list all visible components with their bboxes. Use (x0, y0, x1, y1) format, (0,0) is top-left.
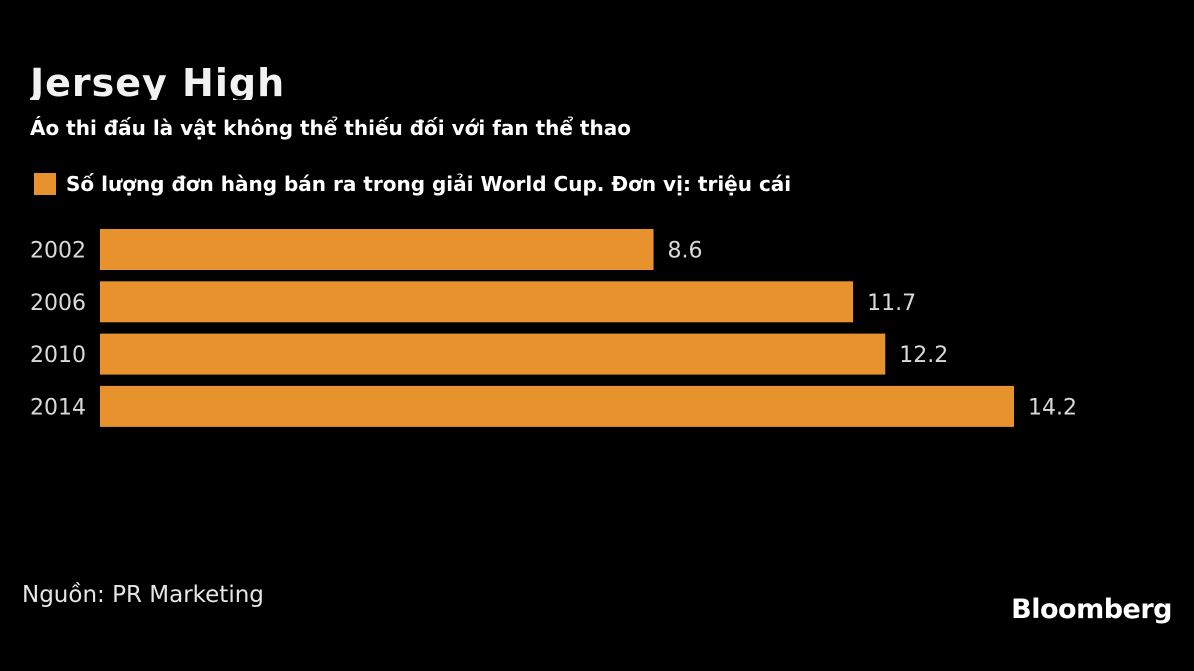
data-label-2010: 12.2 (899, 343, 948, 368)
bar-2002 (100, 229, 654, 270)
legend-label: Số lượng đơn hàng bán ra trong giải Worl… (66, 172, 792, 196)
bloomberg-logo: Bloomberg (1011, 594, 1172, 625)
bar-2006 (100, 281, 854, 323)
legend: Số lượng đơn hàng bán ra trong giải Worl… (34, 172, 791, 196)
bar-2014 (100, 385, 1014, 427)
legend-swatch (34, 173, 56, 195)
data-label-2006: 11.7 (867, 291, 916, 316)
category-label-2014: 2014 (30, 395, 86, 420)
source-note: Nguồn: PR Marketing (22, 582, 264, 608)
bar-2010 (100, 333, 886, 375)
category-label-2010: 2010 (30, 343, 86, 368)
chart-subtitle: Áo thi đấu là vật không thể thiếu đối vớ… (30, 116, 631, 140)
data-label-2014: 14.2 (1028, 395, 1077, 420)
chart-title: Jersey High (30, 61, 286, 100)
category-label-2002: 2002 (30, 239, 86, 264)
category-label-2006: 2006 (30, 291, 86, 316)
data-label-2002: 8.6 (668, 239, 703, 264)
